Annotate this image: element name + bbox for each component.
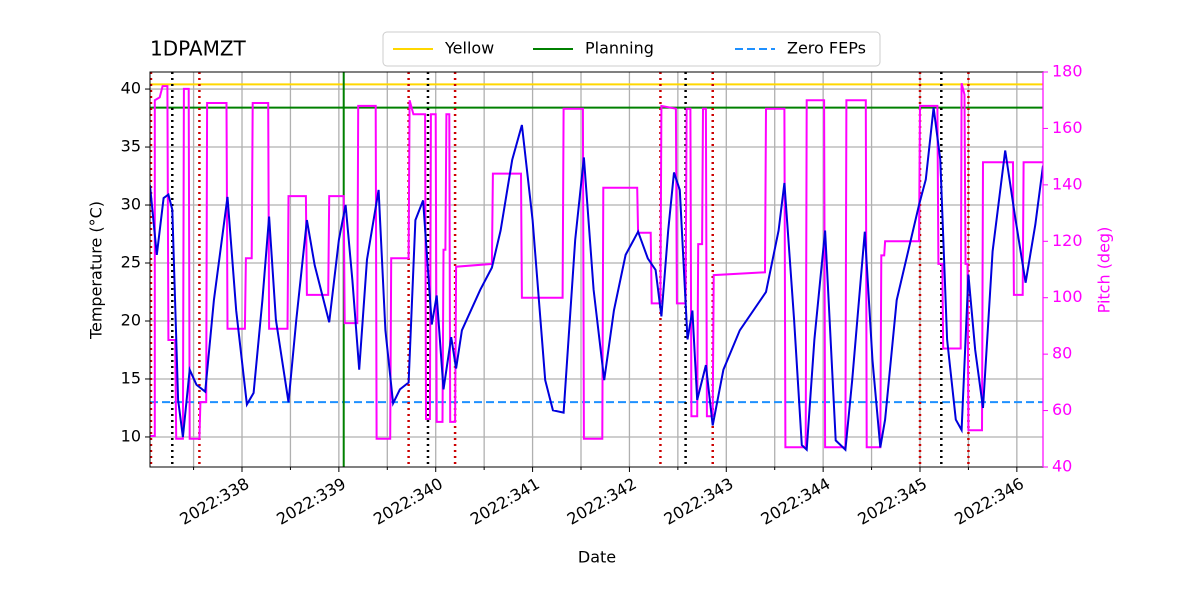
y2-tick-label: 180	[1052, 62, 1083, 81]
legend-label: Planning	[585, 39, 654, 58]
y-tick-label: 20	[121, 310, 141, 329]
x-tick-label: 2022:345	[854, 474, 930, 529]
y2-tick-label: 140	[1052, 174, 1083, 193]
y2-tick-label: 40	[1052, 457, 1072, 476]
x-axis-label: Date	[578, 548, 616, 567]
x-tick-label: 2022:344	[758, 474, 834, 529]
legend-label: Zero FEPs	[787, 39, 866, 58]
series-line	[150, 83, 1043, 449]
y2-tick-label: 80	[1052, 344, 1072, 363]
y2-tick-label: 100	[1052, 287, 1083, 306]
y-tick-label: 40	[121, 79, 141, 98]
y-tick-label: 15	[121, 368, 141, 387]
x-tick-label: 2022:342	[564, 474, 640, 529]
x-tick-label: 2022:338	[176, 474, 252, 529]
y2-axis-label: Pitch (deg)	[1095, 227, 1114, 314]
legend	[382, 31, 881, 67]
x-tick-label: 2022:339	[273, 474, 349, 529]
legend-label: Yellow	[444, 39, 494, 58]
y2-tick-label: 120	[1052, 231, 1083, 250]
y-tick-label: 25	[121, 253, 141, 272]
y-tick-label: 10	[121, 426, 141, 445]
y-tick-label: 30	[121, 195, 141, 214]
x-tick-label: 2022:343	[661, 474, 737, 529]
y2-tick-label: 160	[1052, 118, 1083, 137]
y2-tick-label: 60	[1052, 400, 1072, 419]
series-line	[150, 107, 1043, 452]
y-tick-label: 35	[121, 137, 141, 156]
plot-frame	[149, 71, 1044, 468]
x-tick-label: 2022:341	[467, 474, 543, 529]
chart-title: 1DPAMZT	[150, 37, 247, 61]
y-axis-label: Temperature (°C)	[87, 201, 106, 340]
x-tick-label: 2022:346	[951, 474, 1027, 529]
x-tick-label: 2022:340	[370, 474, 446, 529]
